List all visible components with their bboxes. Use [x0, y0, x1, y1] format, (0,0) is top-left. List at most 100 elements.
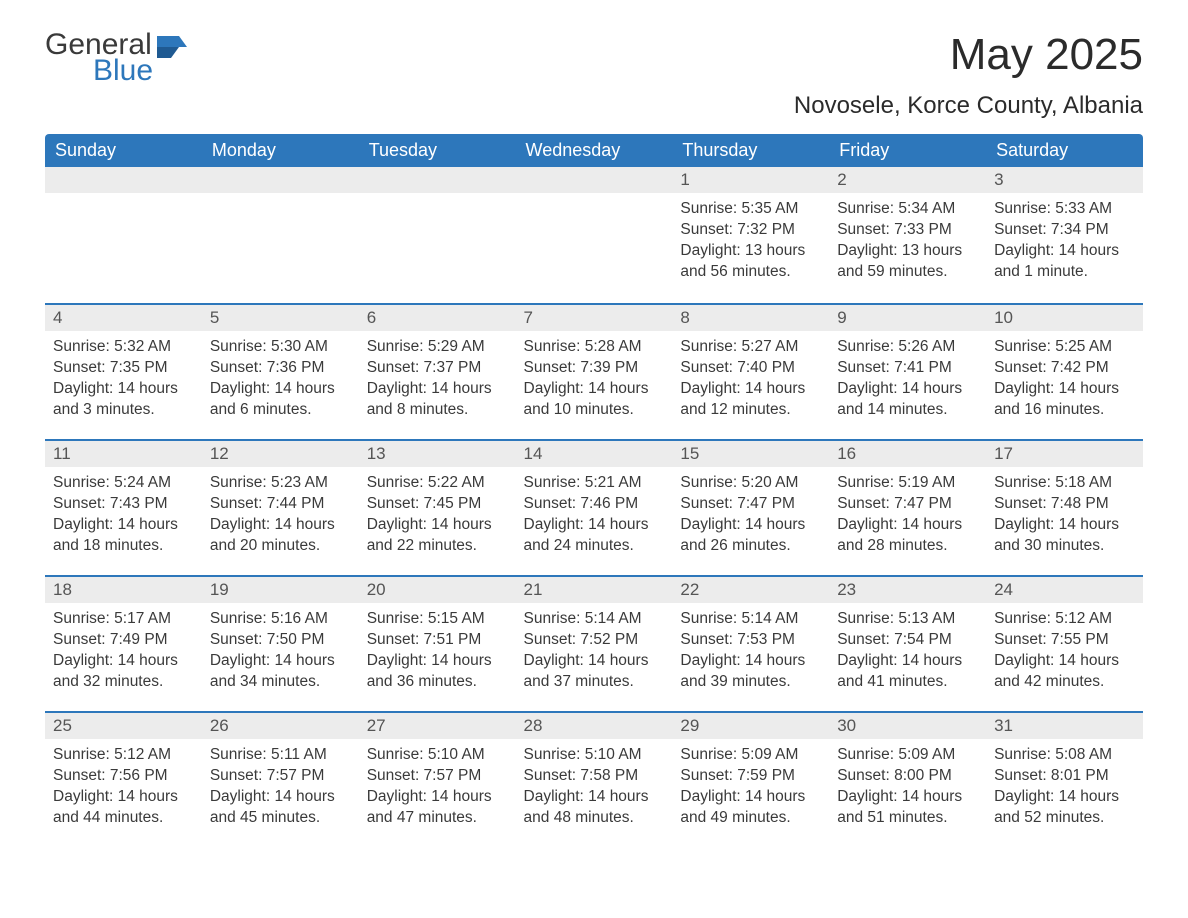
day-body: Sunrise: 5:09 AMSunset: 8:00 PMDaylight:…	[829, 739, 986, 839]
sunrise-text: Sunrise: 5:13 AM	[837, 609, 978, 630]
daylight-text: Daylight: 14 hours and 48 minutes.	[524, 787, 665, 829]
calendar-day-cell: 25Sunrise: 5:12 AMSunset: 7:56 PMDayligh…	[45, 711, 202, 847]
day-body: Sunrise: 5:30 AMSunset: 7:36 PMDaylight:…	[202, 331, 359, 431]
sunrise-text: Sunrise: 5:29 AM	[367, 337, 508, 358]
calendar-day-cell: 5Sunrise: 5:30 AMSunset: 7:36 PMDaylight…	[202, 303, 359, 439]
sunrise-text: Sunrise: 5:11 AM	[210, 745, 351, 766]
weekday-header: Saturday	[986, 134, 1143, 167]
day-body: Sunrise: 5:21 AMSunset: 7:46 PMDaylight:…	[516, 467, 673, 567]
sunset-text: Sunset: 7:46 PM	[524, 494, 665, 515]
daylight-text: Daylight: 14 hours and 32 minutes.	[53, 651, 194, 693]
day-body: Sunrise: 5:14 AMSunset: 7:52 PMDaylight:…	[516, 603, 673, 703]
sunset-text: Sunset: 7:36 PM	[210, 358, 351, 379]
sunset-text: Sunset: 7:40 PM	[680, 358, 821, 379]
daylight-text: Daylight: 14 hours and 10 minutes.	[524, 379, 665, 421]
daylight-text: Daylight: 14 hours and 42 minutes.	[994, 651, 1135, 693]
calendar-week-row: 18Sunrise: 5:17 AMSunset: 7:49 PMDayligh…	[45, 575, 1143, 711]
sunset-text: Sunset: 7:39 PM	[524, 358, 665, 379]
sunset-text: Sunset: 7:45 PM	[367, 494, 508, 515]
calendar-day-cell: 3Sunrise: 5:33 AMSunset: 7:34 PMDaylight…	[986, 167, 1143, 303]
daylight-text: Daylight: 14 hours and 18 minutes.	[53, 515, 194, 557]
daylight-text: Daylight: 13 hours and 59 minutes.	[837, 241, 978, 283]
sunset-text: Sunset: 8:00 PM	[837, 766, 978, 787]
calendar-day-cell: 21Sunrise: 5:14 AMSunset: 7:52 PMDayligh…	[516, 575, 673, 711]
weekday-header: Monday	[202, 134, 359, 167]
calendar-day-cell: 14Sunrise: 5:21 AMSunset: 7:46 PMDayligh…	[516, 439, 673, 575]
sunset-text: Sunset: 7:43 PM	[53, 494, 194, 515]
calendar-day-cell: 26Sunrise: 5:11 AMSunset: 7:57 PMDayligh…	[202, 711, 359, 847]
day-number	[45, 167, 202, 193]
sunset-text: Sunset: 7:52 PM	[524, 630, 665, 651]
calendar-day-cell: 31Sunrise: 5:08 AMSunset: 8:01 PMDayligh…	[986, 711, 1143, 847]
sunset-text: Sunset: 7:37 PM	[367, 358, 508, 379]
calendar-day-cell: 4Sunrise: 5:32 AMSunset: 7:35 PMDaylight…	[45, 303, 202, 439]
day-number: 29	[672, 711, 829, 739]
sunrise-text: Sunrise: 5:35 AM	[680, 199, 821, 220]
sunrise-text: Sunrise: 5:23 AM	[210, 473, 351, 494]
sunrise-text: Sunrise: 5:32 AM	[53, 337, 194, 358]
sunrise-text: Sunrise: 5:22 AM	[367, 473, 508, 494]
sunrise-text: Sunrise: 5:14 AM	[524, 609, 665, 630]
daylight-text: Daylight: 14 hours and 3 minutes.	[53, 379, 194, 421]
day-number: 18	[45, 575, 202, 603]
day-number: 22	[672, 575, 829, 603]
weekday-header: Sunday	[45, 134, 202, 167]
day-body	[516, 193, 673, 209]
day-body: Sunrise: 5:18 AMSunset: 7:48 PMDaylight:…	[986, 467, 1143, 567]
sunrise-text: Sunrise: 5:09 AM	[680, 745, 821, 766]
daylight-text: Daylight: 14 hours and 26 minutes.	[680, 515, 821, 557]
daylight-text: Daylight: 14 hours and 51 minutes.	[837, 787, 978, 829]
day-number: 23	[829, 575, 986, 603]
location-label: Novosele, Korce County, Albania	[45, 92, 1143, 120]
day-body: Sunrise: 5:12 AMSunset: 7:55 PMDaylight:…	[986, 603, 1143, 703]
daylight-text: Daylight: 14 hours and 12 minutes.	[680, 379, 821, 421]
day-body: Sunrise: 5:08 AMSunset: 8:01 PMDaylight:…	[986, 739, 1143, 839]
day-number: 21	[516, 575, 673, 603]
daylight-text: Daylight: 14 hours and 45 minutes.	[210, 787, 351, 829]
day-body: Sunrise: 5:15 AMSunset: 7:51 PMDaylight:…	[359, 603, 516, 703]
daylight-text: Daylight: 14 hours and 6 minutes.	[210, 379, 351, 421]
calendar-day-cell: 23Sunrise: 5:13 AMSunset: 7:54 PMDayligh…	[829, 575, 986, 711]
calendar-day-cell: 12Sunrise: 5:23 AMSunset: 7:44 PMDayligh…	[202, 439, 359, 575]
sunset-text: Sunset: 8:01 PM	[994, 766, 1135, 787]
daylight-text: Daylight: 14 hours and 44 minutes.	[53, 787, 194, 829]
day-number: 24	[986, 575, 1143, 603]
day-number: 27	[359, 711, 516, 739]
day-number	[202, 167, 359, 193]
calendar-day-cell: 20Sunrise: 5:15 AMSunset: 7:51 PMDayligh…	[359, 575, 516, 711]
page-title: May 2025	[950, 30, 1143, 80]
calendar-day-cell	[516, 167, 673, 303]
day-number: 7	[516, 303, 673, 331]
sunrise-text: Sunrise: 5:15 AM	[367, 609, 508, 630]
day-body: Sunrise: 5:34 AMSunset: 7:33 PMDaylight:…	[829, 193, 986, 293]
sunrise-text: Sunrise: 5:09 AM	[837, 745, 978, 766]
sunrise-text: Sunrise: 5:24 AM	[53, 473, 194, 494]
sunset-text: Sunset: 7:49 PM	[53, 630, 194, 651]
header: General Blue May 2025	[45, 30, 1143, 86]
daylight-text: Daylight: 13 hours and 56 minutes.	[680, 241, 821, 283]
calendar-day-cell: 15Sunrise: 5:20 AMSunset: 7:47 PMDayligh…	[672, 439, 829, 575]
sunset-text: Sunset: 7:47 PM	[837, 494, 978, 515]
weekday-header: Friday	[829, 134, 986, 167]
day-number: 8	[672, 303, 829, 331]
calendar-day-cell: 6Sunrise: 5:29 AMSunset: 7:37 PMDaylight…	[359, 303, 516, 439]
day-body: Sunrise: 5:09 AMSunset: 7:59 PMDaylight:…	[672, 739, 829, 839]
day-body: Sunrise: 5:12 AMSunset: 7:56 PMDaylight:…	[45, 739, 202, 839]
sunset-text: Sunset: 7:34 PM	[994, 220, 1135, 241]
calendar-week-row: 4Sunrise: 5:32 AMSunset: 7:35 PMDaylight…	[45, 303, 1143, 439]
daylight-text: Daylight: 14 hours and 47 minutes.	[367, 787, 508, 829]
day-body: Sunrise: 5:25 AMSunset: 7:42 PMDaylight:…	[986, 331, 1143, 431]
sunset-text: Sunset: 7:42 PM	[994, 358, 1135, 379]
daylight-text: Daylight: 14 hours and 20 minutes.	[210, 515, 351, 557]
sunrise-text: Sunrise: 5:27 AM	[680, 337, 821, 358]
weekday-header: Thursday	[672, 134, 829, 167]
sunset-text: Sunset: 7:56 PM	[53, 766, 194, 787]
daylight-text: Daylight: 14 hours and 22 minutes.	[367, 515, 508, 557]
daylight-text: Daylight: 14 hours and 49 minutes.	[680, 787, 821, 829]
daylight-text: Daylight: 14 hours and 8 minutes.	[367, 379, 508, 421]
day-body: Sunrise: 5:35 AMSunset: 7:32 PMDaylight:…	[672, 193, 829, 293]
sunrise-text: Sunrise: 5:14 AM	[680, 609, 821, 630]
daylight-text: Daylight: 14 hours and 36 minutes.	[367, 651, 508, 693]
sunrise-text: Sunrise: 5:26 AM	[837, 337, 978, 358]
sunrise-text: Sunrise: 5:16 AM	[210, 609, 351, 630]
